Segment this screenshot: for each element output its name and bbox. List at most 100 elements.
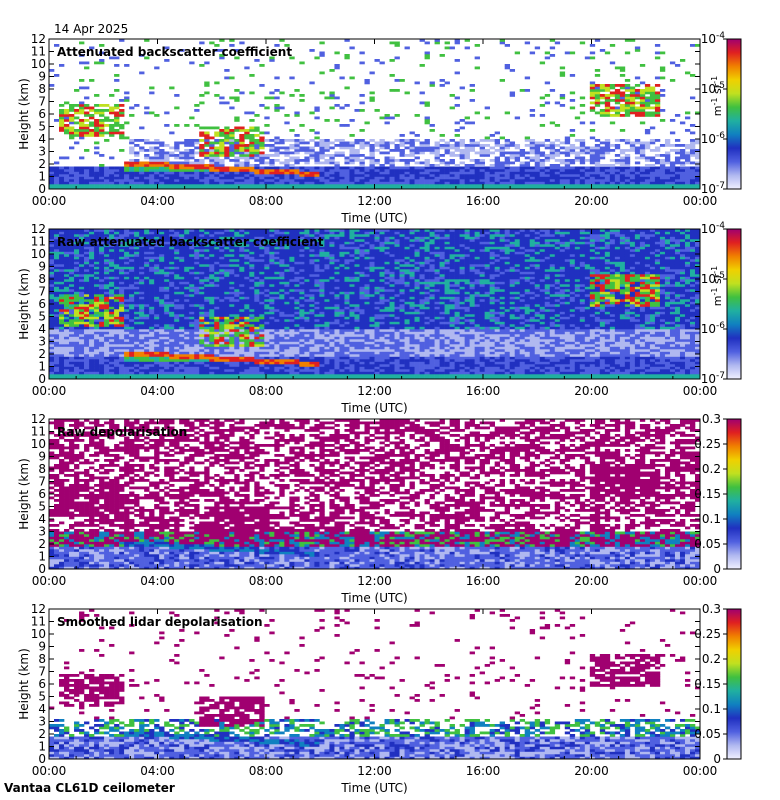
- heatmap-cell: [49, 234, 54, 237]
- heatmap-cell: [59, 307, 64, 310]
- heatmap-cell: [109, 132, 114, 135]
- heatmap-cell: [174, 357, 179, 360]
- heatmap-cell: [229, 77, 234, 80]
- heatmap-cell: [309, 139, 314, 142]
- heatmap-cell: [334, 164, 339, 167]
- heatmap-cell: [244, 159, 249, 162]
- heatmap-cell: [204, 344, 209, 347]
- heatmap-cell: [224, 309, 229, 312]
- heatmap-cell: [64, 264, 69, 267]
- heatmap-cell: [364, 172, 369, 175]
- heatmap-cell: [530, 152, 535, 155]
- heatmap-cell: [94, 294, 99, 297]
- heatmap-cell: [555, 177, 560, 180]
- heatmap-cell: [645, 172, 650, 175]
- heatmap-cell: [625, 182, 630, 185]
- heatmap-cell: [64, 249, 69, 252]
- heatmap-cell: [224, 344, 229, 347]
- heatmap-cell: [354, 169, 359, 172]
- heatmap-cell: [179, 302, 184, 305]
- heatmap-cell: [615, 144, 620, 147]
- heatmap-cell: [149, 149, 154, 152]
- heatmap-cell: [134, 312, 139, 315]
- heatmap-cell: [124, 277, 129, 280]
- heatmap-cell: [610, 169, 615, 172]
- heatmap-cell: [540, 62, 545, 65]
- heatmap-cell: [299, 167, 304, 170]
- heatmap-cell: [540, 179, 545, 182]
- heatmap-cell: [440, 54, 445, 57]
- heatmap-cell: [74, 307, 79, 310]
- heatmap-cell: [440, 134, 445, 137]
- heatmap-cell: [470, 89, 475, 92]
- heatmap-cell: [124, 287, 129, 290]
- heatmap-cell: [114, 292, 119, 295]
- heatmap-cell: [334, 64, 339, 67]
- heatmap-cell: [49, 334, 54, 337]
- heatmap-cell: [94, 249, 99, 252]
- heatmap-cell: [129, 262, 134, 265]
- heatmap-cell: [515, 167, 520, 170]
- heatmap-cell: [620, 74, 625, 77]
- heatmap-cell: [590, 162, 595, 165]
- heatmap-cell: [84, 249, 89, 252]
- heatmap-cell: [154, 367, 159, 370]
- heatmap-cell: [400, 154, 405, 157]
- heatmap-cell: [209, 259, 214, 262]
- heatmap-cell: [189, 294, 194, 297]
- heatmap-cell: [525, 174, 530, 177]
- heatmap-cell: [149, 349, 154, 352]
- heatmap-cell: [84, 107, 89, 110]
- heatmap-cell: [159, 327, 164, 330]
- heatmap-cell: [194, 374, 199, 377]
- heatmap-cell: [214, 259, 219, 262]
- heatmap-cell: [495, 164, 500, 167]
- heatmap-cell: [204, 324, 209, 327]
- heatmap-cell: [375, 149, 380, 152]
- heatmap-cell: [59, 312, 64, 315]
- heatmap-cell: [189, 182, 194, 185]
- heatmap-cell: [184, 139, 189, 142]
- heatmap-cell: [615, 97, 620, 100]
- heatmap-cell: [460, 154, 465, 157]
- heatmap-cell: [114, 307, 119, 310]
- heatmap-cell: [149, 147, 154, 150]
- heatmap-cell: [99, 257, 104, 260]
- heatmap-cell: [455, 164, 460, 167]
- heatmap-cell: [79, 174, 84, 177]
- heatmap-cell: [224, 282, 229, 285]
- heatmap-cell: [104, 182, 109, 185]
- heatmap-cell: [214, 347, 219, 350]
- heatmap-cell: [575, 179, 580, 182]
- heatmap-cell: [460, 167, 465, 170]
- heatmap-cell: [79, 304, 84, 307]
- heatmap-cell: [59, 184, 64, 187]
- heatmap-cell: [99, 329, 104, 332]
- heatmap-cell: [179, 267, 184, 270]
- heatmap-cell: [94, 122, 99, 125]
- heatmap-cell: [169, 327, 174, 330]
- heatmap-cell: [214, 249, 219, 252]
- heatmap-cell: [79, 337, 84, 340]
- heatmap-cell: [99, 277, 104, 280]
- heatmap-cell: [69, 182, 74, 185]
- heatmap-cell: [344, 124, 349, 127]
- heatmap-cell: [490, 184, 495, 187]
- heatmap-cell: [640, 97, 645, 100]
- heatmap-cell: [244, 154, 249, 157]
- heatmap-cell: [99, 302, 104, 305]
- heatmap-cell: [84, 292, 89, 295]
- heatmap-cell: [134, 374, 139, 377]
- heatmap-cell: [344, 179, 349, 182]
- heatmap-cell: [299, 94, 304, 97]
- heatmap-cell: [169, 344, 174, 347]
- heatmap-cell: [334, 177, 339, 180]
- heatmap-cell: [89, 319, 94, 322]
- heatmap-cell: [264, 132, 269, 135]
- heatmap-cell: [324, 182, 329, 185]
- heatmap-cell: [124, 259, 129, 262]
- heatmap-cell: [159, 177, 164, 180]
- heatmap-cell: [144, 372, 149, 375]
- heatmap-cell: [89, 309, 94, 312]
- heatmap-cell: [625, 84, 630, 87]
